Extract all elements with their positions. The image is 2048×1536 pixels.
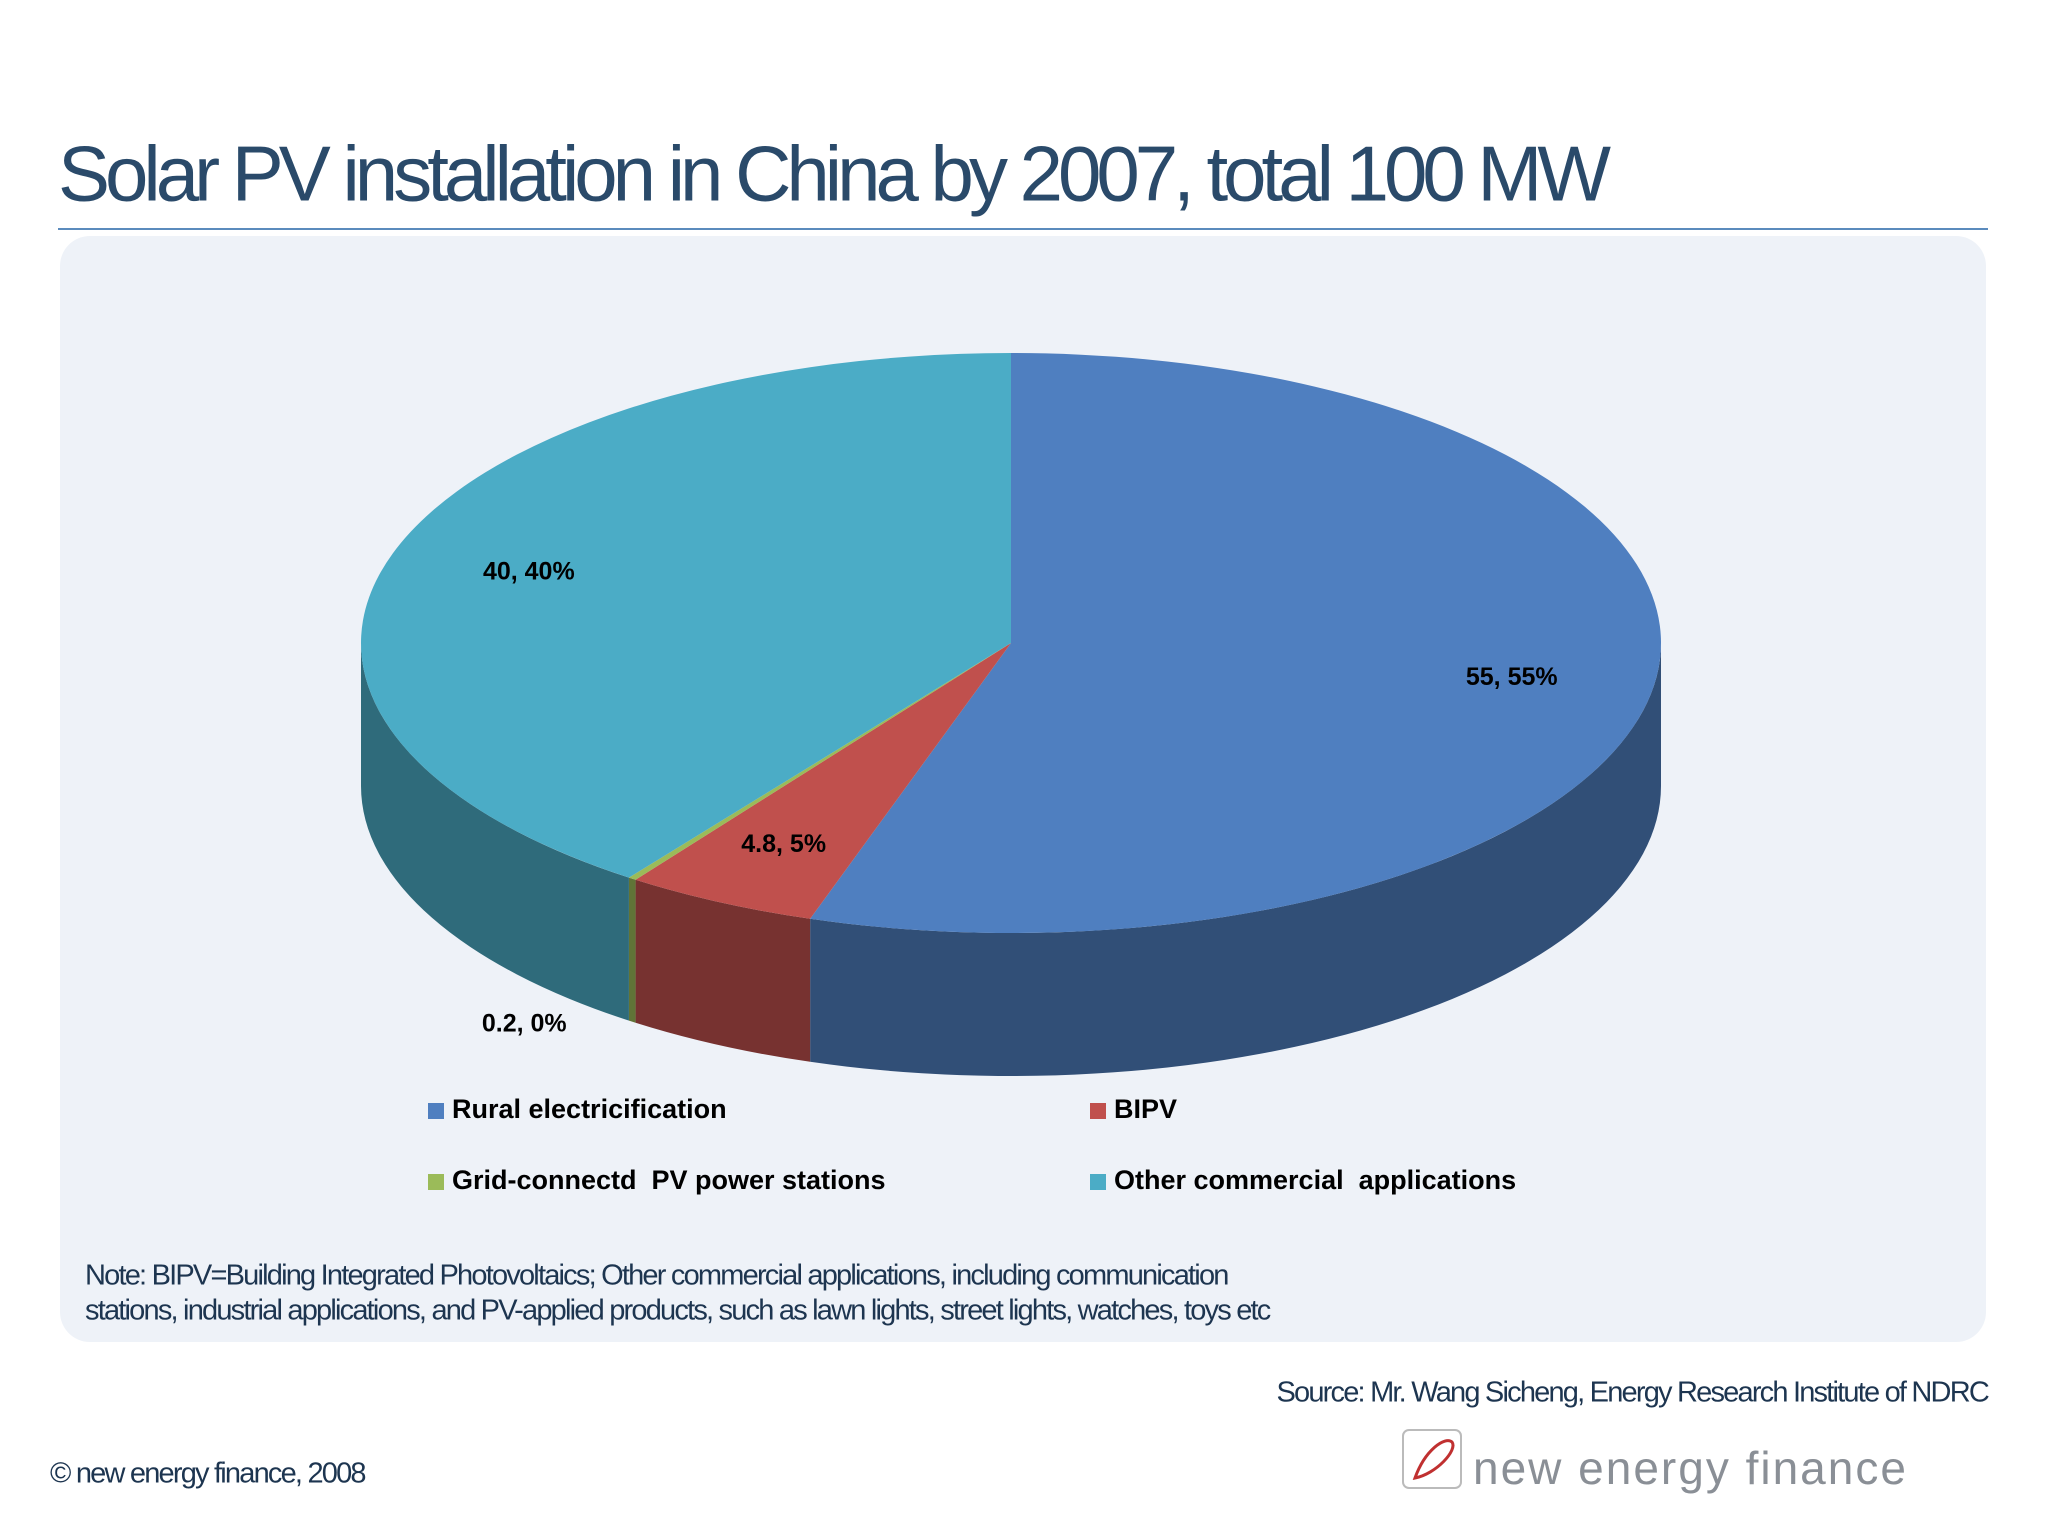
- legend-swatch: [1090, 1174, 1106, 1190]
- value-label: 0.2, 0%: [482, 1009, 567, 1037]
- slice: [360, 353, 1011, 878]
- legend-swatch: [1090, 1103, 1106, 1119]
- logo-icon: [1402, 1429, 1462, 1489]
- slice: [628, 643, 1011, 880]
- value-label: 4.8, 5%: [741, 830, 826, 858]
- slice-side: [635, 879, 811, 1062]
- note-line: stations, industrial applications, and P…: [85, 1295, 1271, 1327]
- legend-label: Grid-connectd PV power stations: [452, 1165, 886, 1195]
- source: Source: Mr. Wang Sicheng, Energy Researc…: [1276, 1377, 1988, 1409]
- legend-label: BIPV: [1114, 1094, 1177, 1124]
- value-label: 55, 55%: [1466, 663, 1558, 691]
- pie: 55, 55% 4.8, 5% 0.2, 0% 40, 40%: [360, 353, 1661, 1076]
- legend-swatch: [428, 1174, 444, 1190]
- logo-text: new energy finance: [1473, 1442, 1908, 1494]
- logo: new energy finance: [1402, 1429, 1908, 1494]
- slice-side: [628, 877, 636, 1023]
- slice-side: [361, 643, 629, 1021]
- slice: [635, 643, 1011, 919]
- legend-swatch: [428, 1103, 444, 1119]
- slice-side: [810, 643, 1661, 1076]
- copyright: © new energy finance, 2008: [50, 1458, 365, 1490]
- note-line: Note: BIPV=Building Integrated Photovolt…: [85, 1260, 1228, 1292]
- slice: [810, 353, 1661, 933]
- legend-label: Other commercial applications: [1114, 1165, 1516, 1195]
- legend: Rural electricification BIPV Grid-connectd…: [428, 1094, 1516, 1195]
- slide-title: Solar PV installation in China by 2007, …: [58, 130, 1611, 218]
- logo-icon-swoosh: [1412, 1439, 1455, 1480]
- value-label: 40, 40%: [483, 558, 575, 586]
- legend-label: Rural electricification: [452, 1094, 727, 1124]
